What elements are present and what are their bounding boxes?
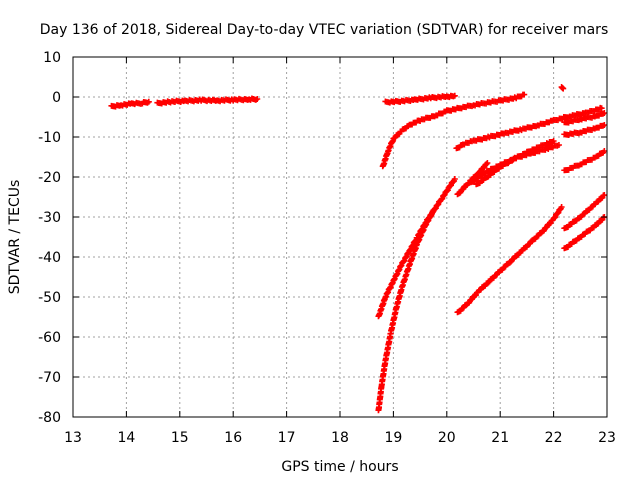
data-point <box>145 98 152 105</box>
x-tick-label: 17 <box>278 430 296 446</box>
data-series-arc-1 <box>108 98 152 110</box>
data-series-arc-17 <box>561 214 608 252</box>
y-tick-label: -30 <box>38 210 61 226</box>
y-tick-label: 10 <box>43 50 61 66</box>
data-series-arc-6 <box>375 208 437 414</box>
x-axis-label: GPS time / hours <box>281 459 398 475</box>
x-tick-label: 21 <box>491 430 509 446</box>
data-point <box>601 122 608 128</box>
data-point <box>483 161 490 168</box>
y-tick-label: -50 <box>38 290 61 306</box>
data-series-arc-12 <box>558 84 567 92</box>
data-point <box>558 204 565 210</box>
x-tick-label: 22 <box>545 430 563 446</box>
data-point <box>430 208 437 214</box>
chart-title: Day 136 of 2018, Sidereal Day-to-day VTE… <box>40 22 608 38</box>
data-series-arc-4 <box>379 91 528 170</box>
x-tick-label: 15 <box>171 430 189 446</box>
data-series-arc-13 <box>561 110 608 126</box>
data-series-arc-14 <box>561 122 608 138</box>
data-point <box>560 85 567 92</box>
y-tick-label: -40 <box>38 250 61 266</box>
grid <box>73 57 607 417</box>
y-tick-label: -80 <box>38 410 61 426</box>
y-tick-label: -10 <box>38 130 61 146</box>
data-point <box>550 138 557 144</box>
x-tick-label: 14 <box>117 430 135 446</box>
data-point <box>451 92 458 99</box>
data-series-arc-2 <box>154 95 261 107</box>
data-point <box>254 96 261 102</box>
x-tick-label: 16 <box>224 430 242 446</box>
data-series-arc-15 <box>561 148 608 174</box>
y-tick-label: -60 <box>38 330 61 346</box>
x-tick-label: 20 <box>438 430 456 446</box>
data-point <box>598 105 605 112</box>
x-tick-label: 13 <box>64 430 82 446</box>
x-tick-label: 18 <box>331 430 349 446</box>
data-point <box>484 160 491 166</box>
data-point <box>506 259 513 266</box>
y-tick-label: -20 <box>38 170 61 186</box>
data-point <box>521 91 528 98</box>
data-series-arc-5 <box>375 176 458 320</box>
y-tick-label: -70 <box>38 370 61 386</box>
y-tick-label: 0 <box>52 90 61 106</box>
y-axis-label: SDTVAR / TECUs <box>7 180 23 295</box>
data-point <box>485 279 492 286</box>
data-point <box>601 148 608 154</box>
data-series-arc-3 <box>382 92 458 106</box>
axis-ticks: 13 14 15 16 17 18 19 20 21 22 23 10 0 -10 -20 -30 -40 -50… <box>38 50 616 446</box>
x-tick-label: 23 <box>598 430 616 446</box>
data-point <box>451 176 458 182</box>
data-point <box>555 142 562 148</box>
data-points <box>108 84 608 414</box>
data-point <box>601 192 608 198</box>
data-series-arc-16 <box>561 192 608 232</box>
data-point <box>601 110 608 116</box>
data-series-arc-11 <box>454 204 565 316</box>
x-tick-label: 19 <box>384 430 402 446</box>
data-series-arc-10 <box>473 138 557 188</box>
